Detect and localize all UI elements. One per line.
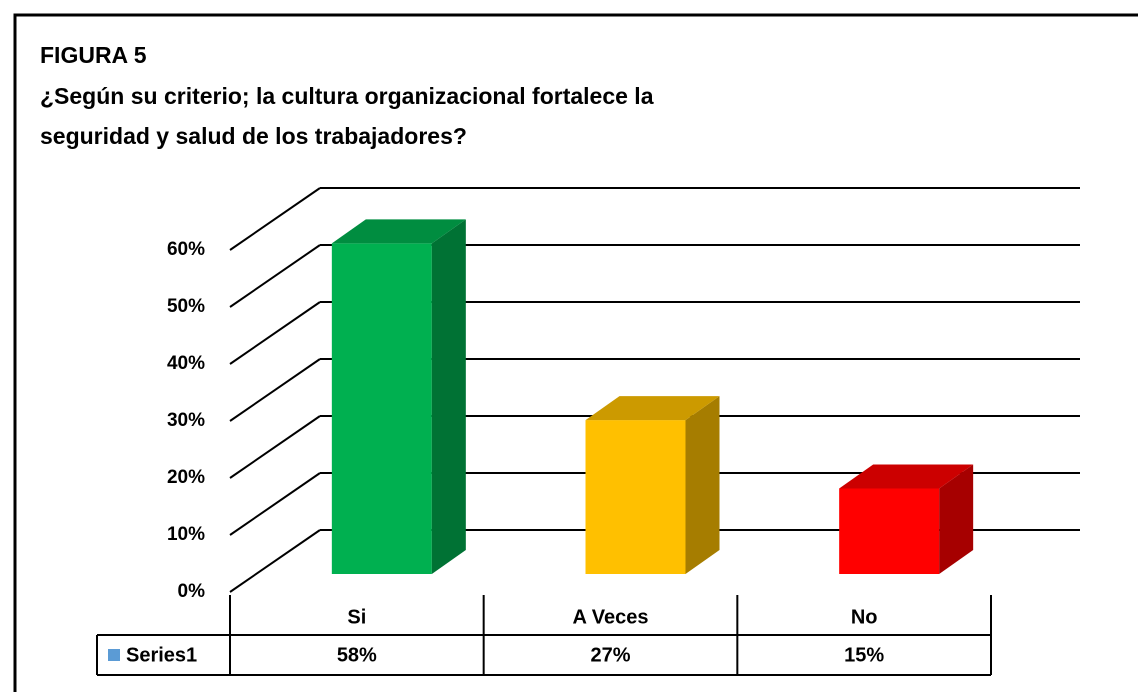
bar-top xyxy=(839,464,974,489)
chart-subtitle: seguridad y salud de los trabajadores? xyxy=(40,123,467,149)
y-tick-label: 20% xyxy=(167,467,205,488)
y-tick-label: 40% xyxy=(167,353,205,374)
y-tick-label: 10% xyxy=(167,524,205,545)
x-tick-label: No xyxy=(851,606,878,628)
bar-top xyxy=(585,396,720,421)
chart-subtitle: ¿Según su criterio; la cultura organizac… xyxy=(40,83,654,109)
y-tick-label: 60% xyxy=(167,239,205,260)
grid-line xyxy=(229,472,321,536)
grid-line xyxy=(229,301,321,365)
frame xyxy=(13,13,1138,692)
bar-side xyxy=(685,396,720,574)
chart-title: FIGURA 5 xyxy=(40,42,147,68)
grid-line xyxy=(229,529,321,593)
grid-line xyxy=(229,187,321,251)
bar xyxy=(839,488,940,574)
bar xyxy=(331,243,432,574)
bar xyxy=(585,420,686,574)
x-tick-label: A Veces xyxy=(573,606,649,628)
grid-line xyxy=(229,415,321,479)
y-tick-label: 30% xyxy=(167,410,205,431)
bar-side xyxy=(431,219,466,574)
x-tick-label: Si xyxy=(347,606,366,628)
y-tick-label: 0% xyxy=(178,581,206,602)
data-label: 27% xyxy=(590,644,630,666)
bar-top xyxy=(331,219,466,244)
legend-key xyxy=(108,649,120,661)
data-label: 15% xyxy=(844,644,884,666)
y-tick-label: 50% xyxy=(167,296,205,317)
bar-side xyxy=(939,464,974,574)
grid-line xyxy=(229,358,321,422)
data-label: 58% xyxy=(337,644,377,666)
legend-label: Series1 xyxy=(126,644,197,666)
grid-line xyxy=(229,244,321,308)
